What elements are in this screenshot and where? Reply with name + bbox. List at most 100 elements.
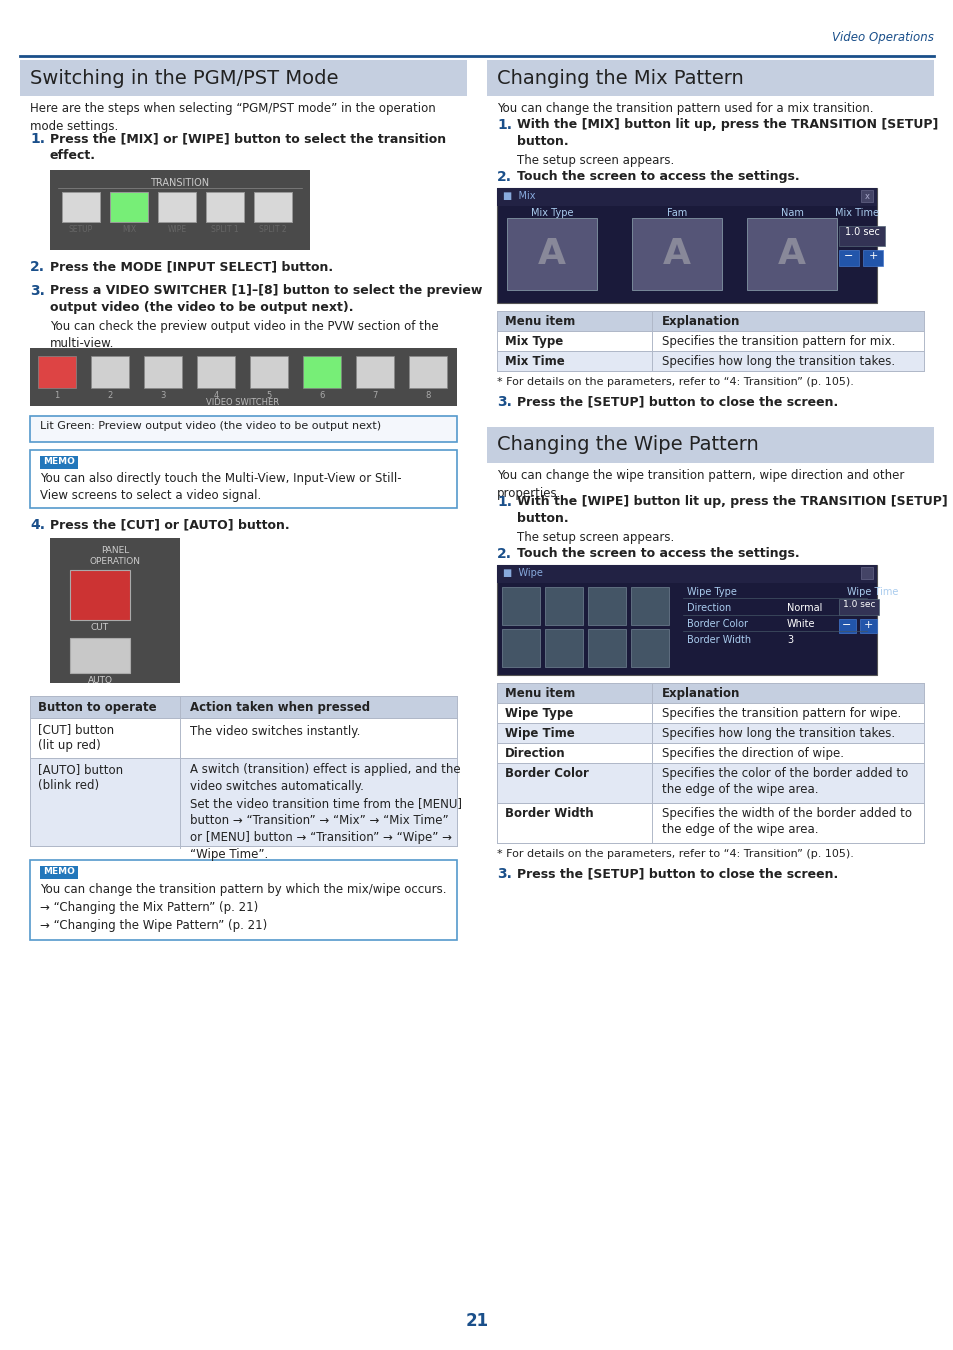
Text: Explanation: Explanation [661, 687, 740, 701]
Text: Changing the Wipe Pattern: Changing the Wipe Pattern [497, 436, 758, 455]
FancyBboxPatch shape [497, 803, 923, 842]
Text: 1.: 1. [497, 495, 512, 509]
FancyBboxPatch shape [497, 724, 923, 742]
Text: 1.: 1. [497, 117, 512, 132]
Text: TRANSITION: TRANSITION [151, 178, 210, 188]
FancyBboxPatch shape [30, 450, 456, 508]
FancyBboxPatch shape [144, 356, 182, 387]
Text: Specifies the width of the border added to
the edge of the wipe area.: Specifies the width of the border added … [661, 807, 911, 837]
Text: Border Color: Border Color [686, 620, 747, 629]
Text: 5: 5 [266, 392, 272, 400]
Text: Specifies how long the transition takes.: Specifies how long the transition takes. [661, 355, 894, 369]
FancyBboxPatch shape [196, 356, 234, 387]
FancyBboxPatch shape [497, 703, 923, 724]
FancyBboxPatch shape [40, 456, 78, 468]
Text: 2.: 2. [497, 547, 512, 562]
FancyBboxPatch shape [30, 416, 456, 441]
Text: Menu item: Menu item [504, 687, 575, 701]
Text: 4.: 4. [30, 518, 45, 532]
Text: SPLIT 1: SPLIT 1 [211, 225, 238, 234]
Text: You can also directly touch the Multi-View, Input-View or Still-
View screens to: You can also directly touch the Multi-Vi… [40, 472, 401, 502]
Text: A: A [662, 238, 690, 271]
Text: 2.: 2. [497, 170, 512, 184]
Text: +: + [862, 620, 872, 630]
FancyBboxPatch shape [497, 188, 876, 302]
Text: Press the [SETUP] button to close the screen.: Press the [SETUP] button to close the sc… [517, 867, 838, 880]
FancyBboxPatch shape [253, 192, 292, 221]
FancyBboxPatch shape [506, 217, 597, 290]
Text: Specifies how long the transition takes.: Specifies how long the transition takes. [661, 728, 894, 740]
FancyBboxPatch shape [630, 587, 668, 625]
FancyBboxPatch shape [486, 427, 933, 463]
FancyBboxPatch shape [20, 59, 467, 96]
FancyBboxPatch shape [30, 697, 456, 718]
Text: Video Operations: Video Operations [831, 31, 933, 45]
Text: Touch the screen to access the settings.: Touch the screen to access the settings. [517, 170, 799, 184]
Text: ■  Wipe: ■ Wipe [502, 568, 542, 578]
Text: [CUT] button
(lit up red): [CUT] button (lit up red) [38, 724, 114, 752]
FancyBboxPatch shape [158, 192, 195, 221]
Text: Specifies the direction of wipe.: Specifies the direction of wipe. [661, 747, 843, 760]
Text: 6: 6 [319, 392, 324, 400]
FancyBboxPatch shape [862, 250, 882, 266]
FancyBboxPatch shape [355, 356, 394, 387]
Text: Border Width: Border Width [504, 807, 593, 819]
Text: Here are the steps when selecting “PGM/PST mode” in the operation
mode settings.: Here are the steps when selecting “PGM/P… [30, 103, 436, 134]
Text: Normal: Normal [786, 603, 821, 613]
Text: Specifies the color of the border added to
the edge of the wipe area.: Specifies the color of the border added … [661, 767, 907, 796]
FancyBboxPatch shape [497, 743, 923, 763]
FancyBboxPatch shape [587, 587, 625, 625]
FancyBboxPatch shape [38, 356, 76, 387]
Text: Switching in the PGM/PST Mode: Switching in the PGM/PST Mode [30, 69, 338, 88]
FancyBboxPatch shape [501, 587, 539, 625]
Text: You can change the transition pattern used for a mix transition.: You can change the transition pattern us… [497, 103, 873, 115]
Text: Mix Type: Mix Type [504, 335, 562, 348]
Text: The setup screen appears.: The setup screen appears. [517, 154, 674, 167]
FancyBboxPatch shape [838, 225, 884, 246]
Text: CUT: CUT [91, 622, 109, 632]
Text: +: + [867, 251, 877, 261]
Text: 1: 1 [54, 392, 59, 400]
FancyBboxPatch shape [40, 865, 78, 879]
Text: Fam: Fam [666, 208, 686, 217]
Text: 2: 2 [108, 392, 112, 400]
Text: Border Color: Border Color [504, 767, 588, 780]
Text: Wipe Time: Wipe Time [504, 728, 574, 740]
FancyBboxPatch shape [838, 620, 855, 633]
FancyBboxPatch shape [91, 356, 129, 387]
Text: The setup screen appears.: The setup screen appears. [517, 531, 674, 544]
FancyBboxPatch shape [303, 356, 340, 387]
Text: −: − [843, 251, 853, 261]
Text: 3.: 3. [497, 396, 512, 409]
FancyBboxPatch shape [30, 348, 456, 406]
FancyBboxPatch shape [409, 356, 447, 387]
Text: Press the MODE [INPUT SELECT] button.: Press the MODE [INPUT SELECT] button. [50, 261, 333, 273]
FancyBboxPatch shape [861, 190, 872, 202]
Text: PANEL
OPERATION: PANEL OPERATION [90, 545, 140, 566]
FancyBboxPatch shape [250, 356, 288, 387]
Text: 3: 3 [160, 392, 166, 400]
FancyBboxPatch shape [630, 629, 668, 667]
Text: A: A [537, 238, 565, 271]
FancyBboxPatch shape [30, 757, 456, 846]
Text: Specifies the transition pattern for mix.: Specifies the transition pattern for mix… [661, 335, 895, 348]
Text: Wipe Type: Wipe Type [504, 707, 573, 720]
Text: Press a VIDEO SWITCHER [1]–[8] button to select the preview
output video (the vi: Press a VIDEO SWITCHER [1]–[8] button to… [50, 284, 482, 315]
Text: 3.: 3. [497, 867, 512, 882]
FancyBboxPatch shape [497, 331, 923, 351]
Text: A: A [778, 238, 805, 271]
Text: * For details on the parameters, refer to “4: Transition” (p. 105).: * For details on the parameters, refer t… [497, 377, 853, 387]
Text: Menu item: Menu item [504, 315, 575, 328]
Text: Specifies the transition pattern for wipe.: Specifies the transition pattern for wip… [661, 707, 901, 720]
FancyBboxPatch shape [486, 59, 933, 96]
Text: Mix Time: Mix Time [834, 208, 878, 217]
FancyBboxPatch shape [497, 310, 923, 331]
Text: 7: 7 [372, 392, 377, 400]
FancyBboxPatch shape [838, 599, 878, 616]
Text: 3.: 3. [30, 284, 45, 298]
Text: 21: 21 [465, 1312, 488, 1330]
Text: You can change the wipe transition pattern, wipe direction and other
properties.: You can change the wipe transition patte… [497, 468, 903, 500]
FancyBboxPatch shape [70, 570, 130, 620]
Text: Wipe Time: Wipe Time [846, 587, 898, 597]
Text: Explanation: Explanation [661, 315, 740, 328]
